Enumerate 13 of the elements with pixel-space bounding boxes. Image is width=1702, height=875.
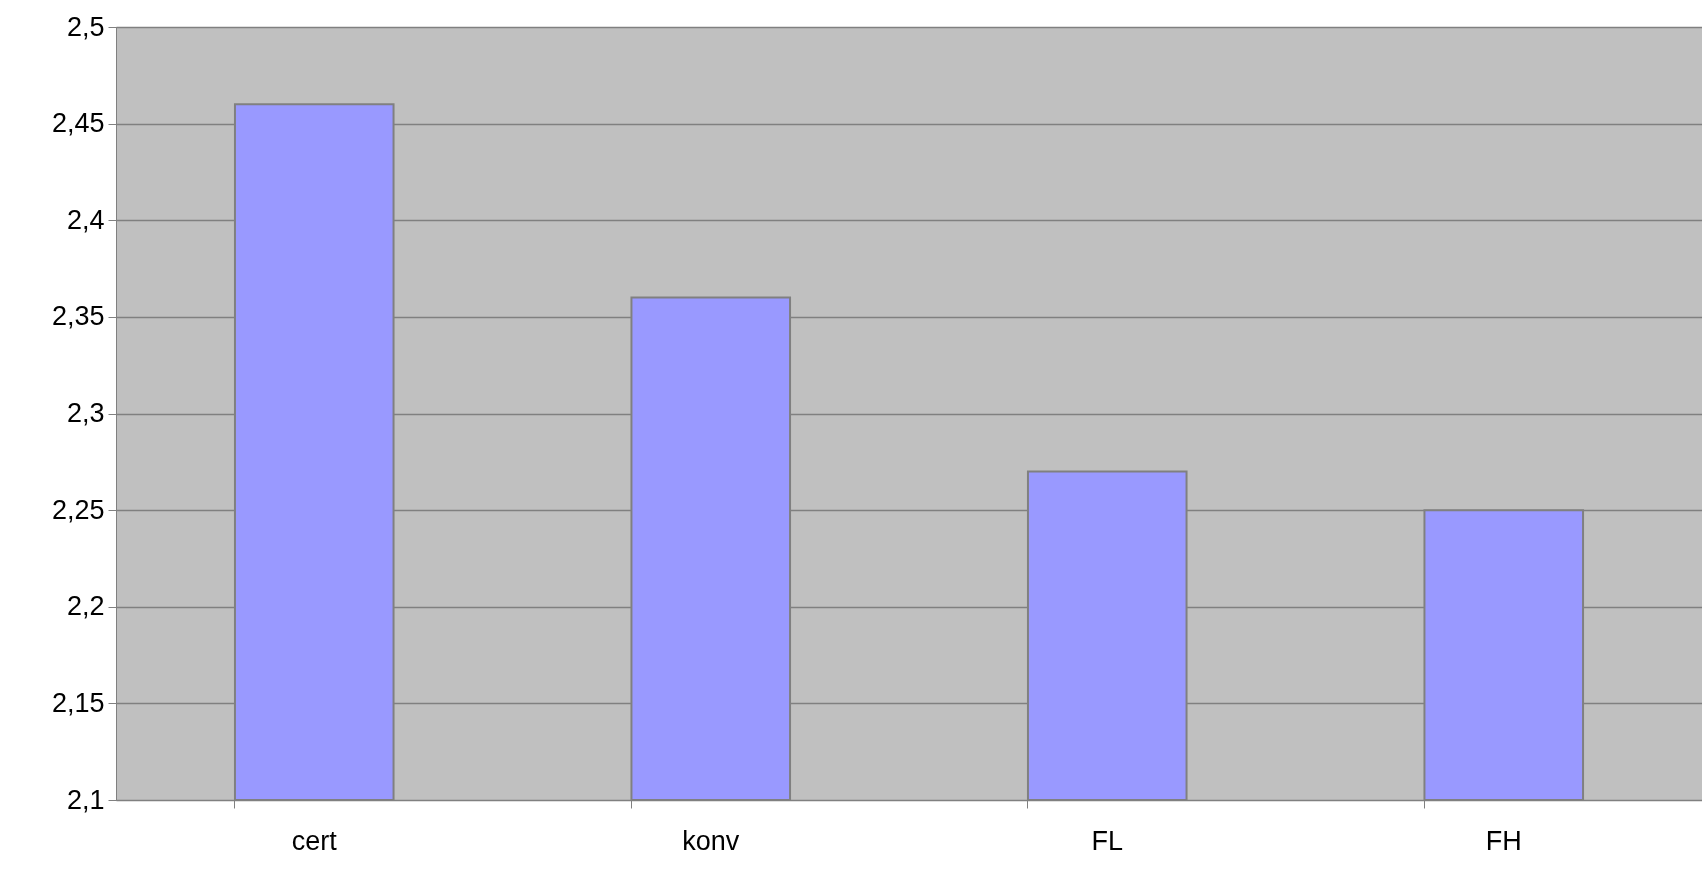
y-tick-label: 2,3 — [66, 398, 105, 428]
y-tick-label: 2,15 — [51, 687, 105, 718]
y-tick-label: 2,35 — [51, 301, 105, 332]
x-tick-label: konv — [682, 825, 740, 856]
y-tick-label: 2,45 — [51, 108, 105, 139]
y-tick-label: 2,2 — [66, 591, 105, 622]
x-tick-label: FL — [1091, 825, 1124, 856]
x-tick-label: FH — [1485, 825, 1522, 856]
y-tick-label: 2,1 — [66, 784, 105, 815]
y-tick-label: 2,5 — [66, 11, 105, 42]
x-tick-label: cert — [291, 825, 338, 856]
y-tick-label: 2,25 — [51, 494, 105, 525]
y-tick-label: 2,4 — [66, 204, 105, 235]
